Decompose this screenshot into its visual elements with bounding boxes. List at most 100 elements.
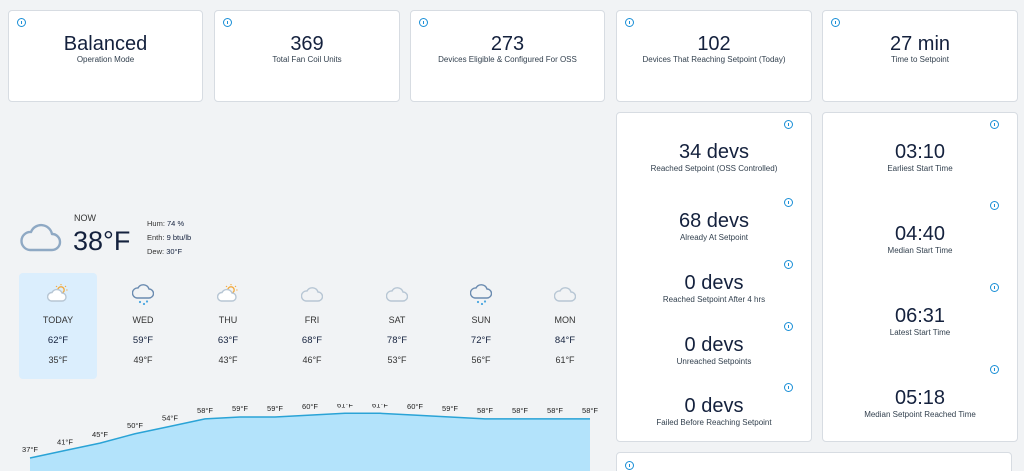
cloud-icon bbox=[554, 287, 576, 302]
humidity: Hum: 74 % bbox=[147, 219, 184, 228]
forecast-day-name: TODAY bbox=[42, 315, 74, 325]
temperature-label: 58°F bbox=[582, 406, 598, 415]
info-icon[interactable] bbox=[990, 283, 999, 292]
partly-sunny-icon bbox=[47, 284, 68, 302]
stat-earliest-start: 03:10 Earliest Start Time bbox=[823, 141, 1017, 173]
stat-value: 06:31 bbox=[894, 305, 946, 327]
forecast-day-mon[interactable]: MON 84°F 61°F bbox=[526, 273, 604, 379]
start-times-card: 03:10 Earliest Start Time 04:40 Median S… bbox=[822, 112, 1018, 442]
partly-sunny-icon bbox=[217, 284, 238, 302]
stat-value: 0 devs bbox=[684, 395, 744, 417]
device-stats-card: 34 devs Reached Setpoint (OSS Controlled… bbox=[616, 112, 812, 442]
dew-label: Dew: bbox=[147, 247, 165, 256]
info-icon[interactable] bbox=[990, 201, 999, 210]
enthalpy: Enth: 9 btu/lb bbox=[147, 233, 191, 242]
forecast-low: 49°F bbox=[133, 355, 153, 365]
temperature-label: 59°F bbox=[232, 404, 248, 413]
humidity-value: 74 % bbox=[167, 219, 185, 228]
info-icon[interactable] bbox=[625, 18, 634, 27]
forecast-day-name: FRI bbox=[304, 315, 320, 325]
temperature-label: 37°F bbox=[22, 445, 38, 454]
stat-value: 04:40 bbox=[894, 223, 946, 245]
forecast-day-sat[interactable]: SAT 78°F 53°F bbox=[358, 273, 436, 379]
forecast-high: 63°F bbox=[217, 335, 239, 346]
info-icon[interactable] bbox=[419, 18, 428, 27]
temperature-label: 61°F bbox=[337, 404, 353, 409]
now-label: NOW bbox=[74, 213, 96, 223]
temperature-label: 58°F bbox=[197, 406, 213, 415]
forecast-high: 62°F bbox=[47, 335, 69, 346]
forecast-day-thu[interactable]: THU 63°F 43°F bbox=[189, 273, 267, 379]
stat-value: 34 devs bbox=[678, 141, 750, 163]
forecast-high: 68°F bbox=[301, 335, 323, 346]
stat-unreached: 0 devs Unreached Setpoints bbox=[617, 334, 811, 366]
kpi-card-reaching-setpoint: 102 Devices That Reaching Setpoint (Toda… bbox=[616, 10, 812, 102]
temperature-label: 58°F bbox=[512, 406, 528, 415]
stat-already-at-setpoint: 68 devs Already At Setpoint bbox=[617, 210, 811, 242]
stat-median-setpoint-reached: 05:18 Median Setpoint Reached Time bbox=[823, 387, 1017, 419]
kpi-card-time-to-setpoint: 27 min Time to Setpoint bbox=[822, 10, 1018, 102]
kpi-value: 27 min bbox=[889, 33, 951, 55]
stat-reached-oss: 34 devs Reached Setpoint (OSS Controlled… bbox=[617, 141, 811, 173]
stat-label: Latest Start Time bbox=[889, 328, 951, 337]
info-icon[interactable] bbox=[625, 461, 634, 470]
stat-label: Median Start Time bbox=[887, 246, 953, 255]
forecast-day-name: WED bbox=[132, 315, 154, 325]
info-icon[interactable] bbox=[784, 260, 793, 269]
kpi-label: Total Fan Coil Units bbox=[272, 55, 342, 64]
kpi-card-eligible: 273 Devices Eligible & Configured For OS… bbox=[410, 10, 605, 102]
kpi-label: Devices That Reaching Setpoint (Today) bbox=[642, 55, 786, 64]
stat-label: Reached Setpoint After 4 hrs bbox=[662, 295, 766, 304]
info-icon[interactable] bbox=[17, 18, 26, 27]
kpi-value: 369 bbox=[290, 33, 324, 55]
temperature-label: 54°F bbox=[162, 413, 178, 422]
stat-value: 05:18 bbox=[894, 387, 946, 409]
stat-value: 68 devs bbox=[678, 210, 750, 232]
stat-label: Already At Setpoint bbox=[679, 233, 749, 242]
stat-failed: 0 devs Failed Before Reaching Setpoint bbox=[617, 395, 811, 427]
now-temperature: 38°F bbox=[73, 226, 131, 256]
forecast-day-wed[interactable]: WED 59°F 49°F bbox=[104, 273, 182, 379]
forecast-low: 46°F bbox=[302, 355, 322, 365]
rain-cloud-icon bbox=[132, 284, 154, 305]
enthalpy-label: Enth: bbox=[147, 233, 165, 242]
info-icon[interactable] bbox=[831, 18, 840, 27]
temperature-label: 58°F bbox=[477, 406, 493, 415]
info-icon[interactable] bbox=[990, 120, 999, 129]
humidity-label: Hum: bbox=[147, 219, 165, 228]
temperature-label: 45°F bbox=[92, 430, 108, 439]
dew-value: 30°F bbox=[166, 247, 183, 256]
info-icon[interactable] bbox=[223, 18, 232, 27]
temperature-area bbox=[30, 413, 590, 471]
stat-median-start: 04:40 Median Start Time bbox=[823, 223, 1017, 255]
temperature-label: 59°F bbox=[442, 404, 458, 413]
info-icon[interactable] bbox=[784, 198, 793, 207]
forecast-day-name: MON bbox=[554, 315, 576, 325]
forecast-day-name: SUN bbox=[471, 315, 491, 325]
temperature-label: 58°F bbox=[547, 406, 563, 415]
info-icon[interactable] bbox=[784, 120, 793, 129]
forecast-low: 53°F bbox=[387, 355, 407, 365]
temperature-label: 60°F bbox=[302, 404, 318, 411]
stat-value: 0 devs bbox=[684, 334, 744, 356]
info-icon[interactable] bbox=[784, 383, 793, 392]
temperature-line bbox=[29, 412, 590, 459]
info-icon[interactable] bbox=[990, 365, 999, 374]
stat-latest-start: 06:31 Latest Start Time bbox=[823, 305, 1017, 337]
enthalpy-value: 9 btu/lb bbox=[166, 233, 192, 242]
stat-label: Reached Setpoint (OSS Controlled) bbox=[650, 164, 778, 173]
temperature-label: 41°F bbox=[57, 438, 73, 447]
forecast-day-sun[interactable]: SUN 72°F 56°F bbox=[442, 273, 520, 379]
stat-label: Median Setpoint Reached Time bbox=[864, 410, 976, 419]
cloud-icon bbox=[20, 223, 62, 252]
forecast-day-today[interactable]: TODAY 62°F 35°F bbox=[19, 273, 97, 379]
forecast-low: 35°F bbox=[48, 355, 68, 365]
info-icon[interactable] bbox=[784, 322, 793, 331]
forecast-high: 84°F bbox=[554, 335, 576, 346]
temperature-label: 59°F bbox=[267, 404, 283, 413]
forecast-low: 43°F bbox=[218, 355, 238, 365]
forecast-day-name: SAT bbox=[388, 315, 406, 325]
forecast-day-name: THU bbox=[218, 315, 238, 325]
kpi-label: Time to Setpoint bbox=[891, 55, 949, 64]
forecast-day-fri[interactable]: FRI 68°F 46°F bbox=[273, 273, 351, 379]
